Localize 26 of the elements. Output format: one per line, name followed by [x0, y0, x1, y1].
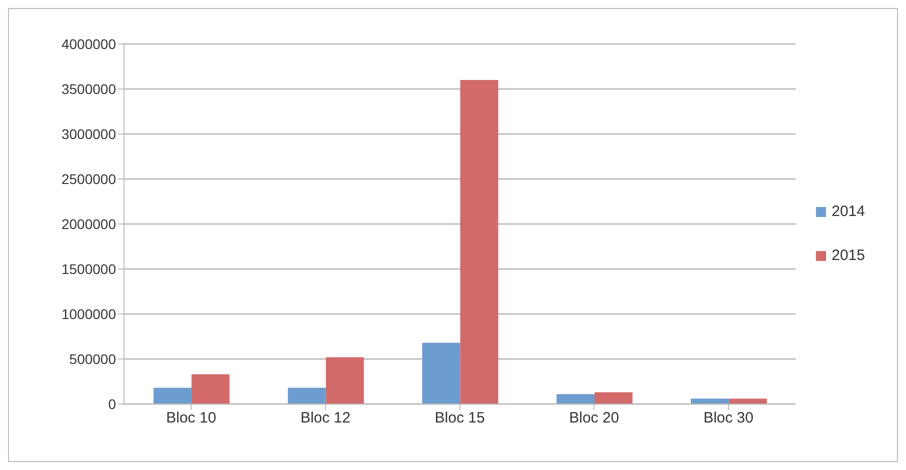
- bar: [288, 388, 326, 404]
- y-tick-label: 1500000: [61, 260, 116, 277]
- bar: [728, 398, 767, 404]
- y-tick-label: 0: [108, 396, 116, 412]
- bar: [192, 374, 230, 404]
- y-tick-label: 3500000: [61, 80, 116, 97]
- bar: [422, 342, 460, 404]
- y-tick-label: 4000000: [61, 36, 116, 52]
- bar: [326, 357, 364, 404]
- x-tick-label: Bloc 20: [569, 410, 620, 427]
- legend-label: 2014: [832, 203, 865, 220]
- y-tick-label: 2500000: [61, 170, 116, 187]
- bar: [556, 394, 595, 404]
- bar: [594, 392, 633, 404]
- bar: [690, 398, 729, 404]
- y-tick-label: 1000000: [61, 306, 116, 322]
- x-tick-label: Bloc 12: [300, 410, 351, 427]
- y-tick-label: 3000000: [61, 126, 116, 142]
- y-tick-label: 500000: [69, 350, 116, 367]
- y-tick-label: 2000000: [61, 216, 116, 232]
- bar: [154, 388, 192, 404]
- x-tick-label: Bloc 15: [434, 410, 485, 427]
- x-tick-label: Bloc 10: [166, 410, 216, 427]
- legend-label: 2015: [832, 247, 865, 264]
- x-tick-label: Bloc 30: [703, 410, 754, 427]
- bar: [460, 80, 498, 404]
